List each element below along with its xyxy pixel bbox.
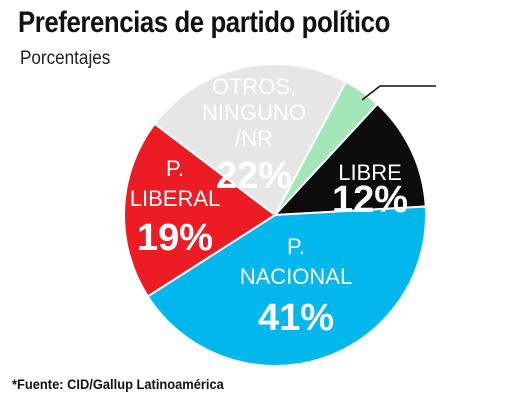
slice-label-3-line-1: LIBERAL <box>130 186 221 211</box>
slice-label-3-line-0: P. <box>166 156 184 181</box>
slice-value-4: 22% <box>216 155 292 197</box>
slice-label-4-line-2: /NR <box>235 126 273 151</box>
slice-value-1: 12% <box>332 179 408 221</box>
source-note: *Fuente: CID/Gallup Latinoamérica <box>12 376 224 392</box>
slice-label-2-line-1: NACIONAL <box>240 264 352 289</box>
slice-value-0: 4% <box>443 89 498 131</box>
chart-title: Preferencias de partido político <box>18 6 390 39</box>
slice-label-4-line-0: OTROS, <box>212 74 296 99</box>
pie-slice-3 <box>123 122 277 298</box>
slice-label-1-line-0: LIBRE <box>338 160 402 185</box>
chart-subtitle: Porcentajes <box>20 48 111 69</box>
slice-label-4-line-1: NINGUNO <box>202 100 306 125</box>
slice-value-3: 19% <box>137 217 213 259</box>
slice-label-0-line-0: PAC <box>448 66 492 91</box>
pac-leader-line <box>361 85 381 101</box>
pie-slice-2 <box>146 205 427 367</box>
pie-slice-4 <box>153 63 348 217</box>
slice-label-2-line-0: P. <box>287 234 305 259</box>
pie-slice-1 <box>272 102 427 217</box>
pie-slices <box>123 63 427 367</box>
slice-value-2: 41% <box>258 297 334 339</box>
